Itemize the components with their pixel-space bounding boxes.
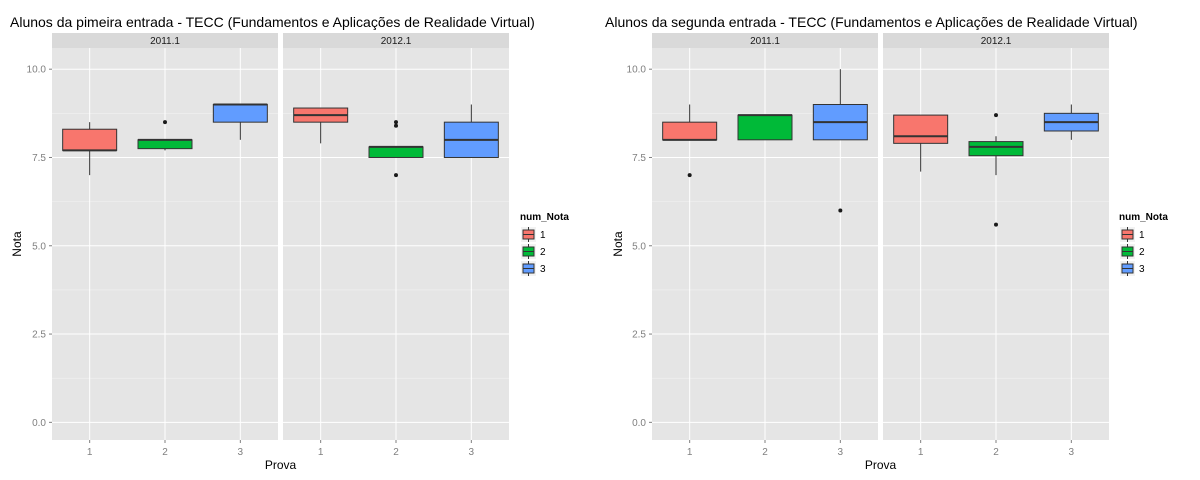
legend: num_Nota 1 2 3 (1119, 212, 1168, 276)
y-tick-label: 7.5 (632, 153, 646, 164)
chart-1: Alunos da pimeira entrada - TECC (Fundam… (10, 14, 569, 472)
x-tick-label: 2 (993, 447, 999, 458)
box-iqr (737, 114, 793, 141)
facet-panel-2012-1: 2012.1 1 2 3 (283, 33, 509, 458)
legend-key-3: 3 (521, 261, 546, 276)
box-iqr (368, 146, 424, 158)
outlier-point (994, 113, 998, 118)
legend-label: 1 (1139, 230, 1145, 241)
facet-strip (883, 33, 1109, 48)
y-tick-label: 7.5 (32, 153, 46, 164)
box-iqr (212, 104, 268, 123)
outlier-point (163, 120, 167, 125)
boxplot-2011-1-prova-2 (737, 114, 793, 141)
x-tick-label: 3 (469, 447, 475, 458)
legend-key-1: 1 (521, 227, 546, 242)
legend-title: num_Nota (520, 212, 569, 223)
boxplot-2012-1-prova-2 (968, 113, 1024, 227)
facet-panel-2011-1: 2011.1 1 2 3 (652, 33, 878, 458)
x-axis-label: Prova (265, 458, 297, 472)
outlier-point (994, 222, 998, 227)
chart-2: Alunos da segunda entrada - TECC (Fundam… (605, 14, 1168, 472)
outlier-point (394, 123, 398, 128)
x-tick-label: 1 (687, 447, 693, 458)
x-tick-label: 1 (87, 447, 93, 458)
x-tick-label: 3 (238, 447, 244, 458)
legend-key-2: 2 (1120, 244, 1145, 259)
boxplot-2011-1-prova-1 (62, 122, 118, 176)
x-tick-label: 2 (762, 447, 768, 458)
outlier-point (394, 120, 398, 125)
facet-strip (52, 33, 278, 48)
legend-title: num_Nota (1119, 212, 1168, 223)
y-tick-label: 2.5 (632, 330, 646, 341)
boxplot-2011-1-prova-3 (812, 69, 868, 213)
legend-label: 2 (1139, 247, 1145, 258)
x-tick-label: 1 (918, 447, 924, 458)
facet-label: 2012.1 (981, 36, 1012, 47)
x-tick-label: 2 (393, 447, 399, 458)
legend-key-2: 2 (521, 244, 546, 259)
outlier-point (687, 173, 692, 178)
facet-label: 2012.1 (381, 36, 412, 47)
facet-strip (283, 33, 509, 48)
boxplot-2012-1-prova-1 (893, 114, 949, 172)
facet-panel-2011-1: 2011.1 1 2 3 (52, 33, 278, 458)
boxplot-2011-1-prova-3 (212, 103, 268, 140)
legend-label: 1 (540, 230, 546, 241)
outlier-point (394, 173, 398, 178)
y-tick-label: 10.0 (627, 65, 647, 76)
legend-key-3: 3 (1120, 261, 1145, 276)
x-tick-label: 3 (838, 447, 844, 458)
y-axis-label: Nota (10, 231, 24, 257)
boxplot-2011-1-prova-2 (137, 120, 193, 151)
legend-label: 3 (540, 264, 546, 275)
box-iqr (893, 114, 949, 144)
facet-label: 2011.1 (150, 36, 180, 47)
legend-key-1: 1 (1120, 227, 1145, 242)
chart-title: Alunos da segunda entrada - TECC (Fundam… (605, 14, 1138, 30)
y-tick-label: 10.0 (27, 65, 47, 76)
y-axis-label: Nota (611, 231, 625, 257)
outlier-point (838, 208, 843, 213)
legend: num_Nota 1 2 3 (520, 212, 569, 276)
facet-strip (652, 33, 878, 48)
box-iqr (137, 139, 193, 150)
x-tick-label: 1 (318, 447, 324, 458)
chart-title: Alunos da pimeira entrada - TECC (Fundam… (10, 14, 535, 30)
facet-label: 2011.1 (750, 36, 780, 47)
y-tick-label: 0.0 (32, 418, 46, 429)
y-tick-label: 5.0 (632, 241, 646, 252)
x-axis-label: Prova (865, 458, 897, 472)
box-iqr (968, 141, 1024, 157)
box-iqr (62, 128, 118, 151)
boxplot-2012-1-prova-1 (293, 107, 349, 144)
boxplot-2011-1-prova-1 (662, 104, 718, 178)
boxplot-2012-1-prova-2 (368, 120, 424, 178)
boxplot-2012-1-prova-3 (443, 104, 499, 158)
y-tick-label: 2.5 (32, 330, 46, 341)
legend-label: 2 (540, 247, 546, 258)
x-tick-label: 3 (1069, 447, 1075, 458)
facet-panel-2012-1: 2012.1 1 2 3 (883, 33, 1109, 458)
legend-label: 3 (1139, 264, 1145, 275)
y-tick-label: 0.0 (632, 418, 646, 429)
x-tick-label: 2 (162, 447, 168, 458)
box-iqr (662, 121, 718, 141)
y-tick-label: 5.0 (32, 241, 46, 252)
boxplot-2012-1-prova-3 (1043, 104, 1099, 140)
